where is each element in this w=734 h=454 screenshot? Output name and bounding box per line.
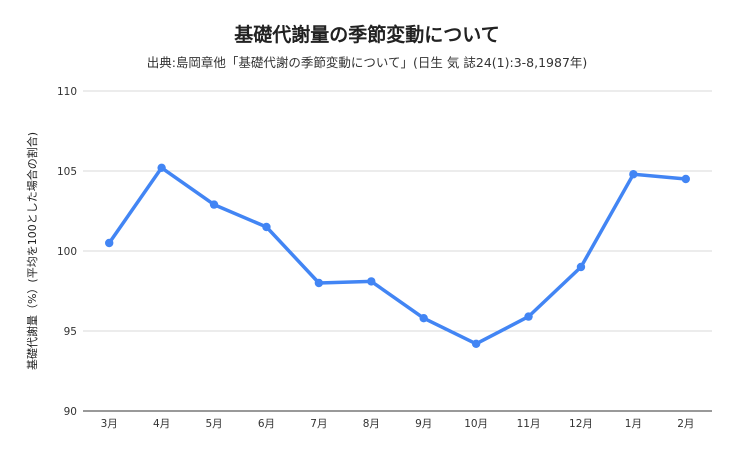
data-point <box>471 339 481 348</box>
data-point <box>681 174 690 184</box>
y-tick-label: 90 <box>64 406 77 418</box>
data-point <box>262 222 271 232</box>
x-tick-label: 11月 <box>517 418 541 430</box>
data-point <box>629 170 638 179</box>
y-axis-ticks: 90 95 100 105 110 <box>57 86 77 418</box>
x-tick-label: 8月 <box>363 418 380 430</box>
x-tick-label: 5月 <box>205 418 222 430</box>
x-tick-label: 1月 <box>625 418 642 430</box>
x-tick-label: 2月 <box>677 418 694 430</box>
y-tick-label: 105 <box>57 166 77 178</box>
data-point <box>105 238 114 248</box>
x-tick-label: 6月 <box>258 418 275 430</box>
y-tick-label: 100 <box>57 246 77 258</box>
x-tick-label: 10月 <box>464 418 488 430</box>
x-tick-label: 12月 <box>569 418 593 430</box>
data-point <box>524 312 533 321</box>
data-point <box>209 200 219 209</box>
data-point <box>367 277 376 286</box>
series-line <box>107 166 688 346</box>
data-point <box>419 314 428 323</box>
data-point <box>314 278 324 288</box>
series-group <box>105 163 690 348</box>
y-tick-label: 110 <box>57 86 77 98</box>
x-tick-label: 7月 <box>310 418 327 430</box>
chart-title: 基礎代謝量の季節変動について <box>233 23 499 46</box>
x-tick-label: 3月 <box>101 418 118 430</box>
data-point <box>157 163 166 172</box>
x-axis-ticks: 3月 4月 5月 6月 7月 8月 9月 10月 11月 12月 1月 2月 <box>101 418 695 430</box>
x-tick-label: 9月 <box>415 418 432 430</box>
data-point <box>576 262 586 272</box>
y-tick-label: 95 <box>64 326 77 338</box>
y-axis-title: 基礎代謝量（%）(平均を100とした場合の割合) <box>25 132 39 370</box>
x-tick-label: 4月 <box>153 418 170 430</box>
chart-subtitle: 出典:島岡章他「基礎代謝の季節変動について」(日生 気 誌24(1):3-8,1… <box>147 55 588 70</box>
grid-lines <box>83 90 712 332</box>
